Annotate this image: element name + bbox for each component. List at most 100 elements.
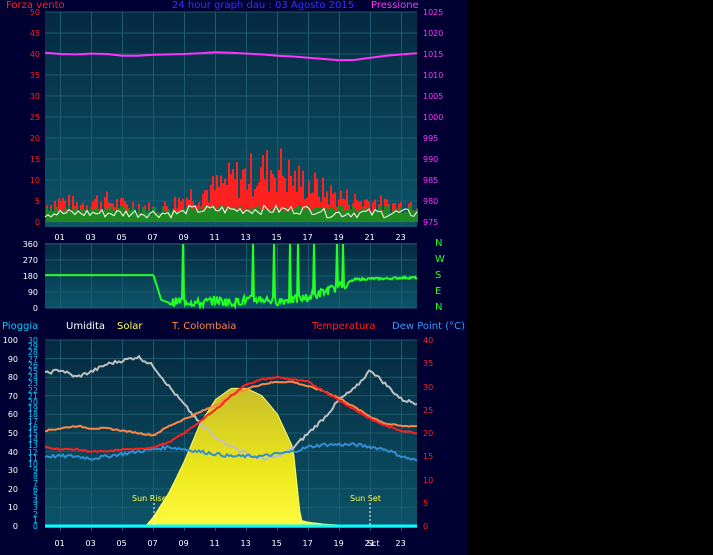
wind-green-bar: [144, 208, 146, 222]
wind-bar: [266, 150, 268, 222]
wind-green-bar: [416, 209, 418, 222]
x-tick-label: 13: [240, 233, 251, 242]
x-tick-label: 01: [54, 539, 65, 548]
rain-tick-label: 7: [32, 478, 38, 488]
wind-green-bar: [276, 206, 278, 222]
wind-green-bar: [302, 208, 304, 222]
wind-green-bar: [216, 208, 218, 222]
wind-green-bar: [380, 205, 382, 222]
wind-bar: [282, 175, 284, 222]
wind-green-bar: [222, 205, 224, 222]
wind-green-bar: [50, 208, 52, 222]
x-tick-label: 17: [302, 539, 313, 548]
rain-tick-label: 15: [27, 429, 38, 438]
legend-solar: Solar: [117, 321, 143, 332]
x-tick-label: 03: [85, 539, 96, 548]
wind-bar: [262, 154, 264, 222]
wind-tick-label: 25: [29, 113, 40, 122]
dewpoint-line: [44, 441, 418, 462]
wind-green-bar: [206, 208, 208, 222]
wind-bar: [178, 197, 180, 222]
wind-bar: [230, 174, 232, 222]
x-tick-label: 23: [395, 233, 406, 242]
wind-bar: [234, 179, 236, 222]
direction-line: [45, 243, 418, 311]
wind-green-bar: [182, 208, 184, 222]
rain-tick-label: 22: [27, 385, 38, 395]
wind-green-bar: [212, 207, 214, 222]
wind-green-bar: [304, 210, 306, 222]
pressure-tick-label: 1010: [423, 71, 444, 80]
wind-bar: [334, 192, 336, 222]
rain-tick-label: 21: [27, 391, 38, 401]
wind-green-bar: [346, 209, 348, 222]
wind-bar: [236, 162, 238, 222]
wind-green-bar: [210, 208, 212, 222]
wind-green-bar: [76, 209, 78, 222]
rain-tick-label: 6: [32, 484, 38, 494]
wind-green-bar: [372, 211, 374, 222]
wind-tick-label: 50: [29, 8, 40, 17]
x-tick-label: 07: [147, 233, 158, 242]
wind-green-bar: [244, 210, 246, 222]
wind-bar: [330, 185, 332, 222]
wind-bar: [332, 194, 334, 222]
wind-green-bar: [230, 209, 232, 222]
wind-green-bar: [154, 207, 156, 222]
wind-green-bar: [284, 211, 286, 222]
wind-green-bar: [308, 205, 310, 222]
wind-bar: [242, 169, 244, 222]
wind-bar: [256, 186, 258, 222]
x-tick-label: 07: [147, 539, 158, 548]
wind-green-bar: [78, 210, 80, 222]
wind-green-bar: [366, 207, 368, 222]
wind-green-bar: [84, 209, 86, 222]
x-tick-label: 13: [240, 539, 251, 548]
wind-green-bar: [294, 208, 296, 222]
wind-green-bar: [236, 206, 238, 222]
wind-green-bar: [66, 211, 68, 222]
wind-green-bar: [340, 205, 342, 222]
wind-green-bar: [214, 205, 216, 222]
wind-bar: [240, 179, 242, 222]
pressure-tick-label: 980: [423, 197, 439, 206]
wind-green-bar: [156, 212, 158, 222]
wind-green-bar: [126, 211, 128, 222]
wind-bar: [322, 177, 324, 222]
x-tick-label: 17: [302, 233, 313, 242]
wind-bar: [232, 169, 234, 222]
wind-bar: [356, 200, 358, 222]
wind-green-bar: [220, 205, 222, 222]
wind-green-bar: [246, 208, 248, 222]
wind-green-bar: [68, 205, 70, 222]
rain-tick-label: 4: [32, 497, 38, 507]
pressure-tick-label: 1005: [423, 92, 444, 101]
wind-green-bar: [138, 208, 140, 222]
wind-green-bar: [224, 206, 226, 222]
wind-green-bar: [162, 206, 164, 222]
wind-tick-label: 35: [29, 71, 40, 80]
wind-tick-label: 45: [29, 29, 40, 38]
wind-bar: [72, 195, 74, 222]
rain-tick-label: 16: [27, 422, 38, 432]
wind-green-bar: [130, 209, 132, 222]
wind-bar: [272, 174, 274, 222]
x-tick-label: 05: [116, 539, 127, 548]
wind-green-bar: [360, 209, 362, 222]
temp-tick-label: 35: [423, 359, 434, 369]
wind-bar: [244, 168, 246, 222]
wind-green-bar: [136, 213, 138, 222]
temp-tick-label: 40: [423, 336, 434, 345]
wind-bar: [106, 191, 108, 222]
pressure-line: [44, 51, 418, 62]
wind-bar: [290, 175, 292, 222]
wind-green-bar: [386, 206, 388, 222]
wind-green-bar: [318, 207, 320, 222]
x-tick-label: 21: [364, 233, 375, 242]
wind-green-bar: [414, 210, 416, 222]
wind-bar: [226, 185, 228, 222]
wind-green-bar: [268, 210, 270, 222]
percent-tick-label: 40: [7, 447, 18, 457]
wind-green-bar: [252, 209, 254, 222]
wind-green-bar: [324, 209, 326, 222]
